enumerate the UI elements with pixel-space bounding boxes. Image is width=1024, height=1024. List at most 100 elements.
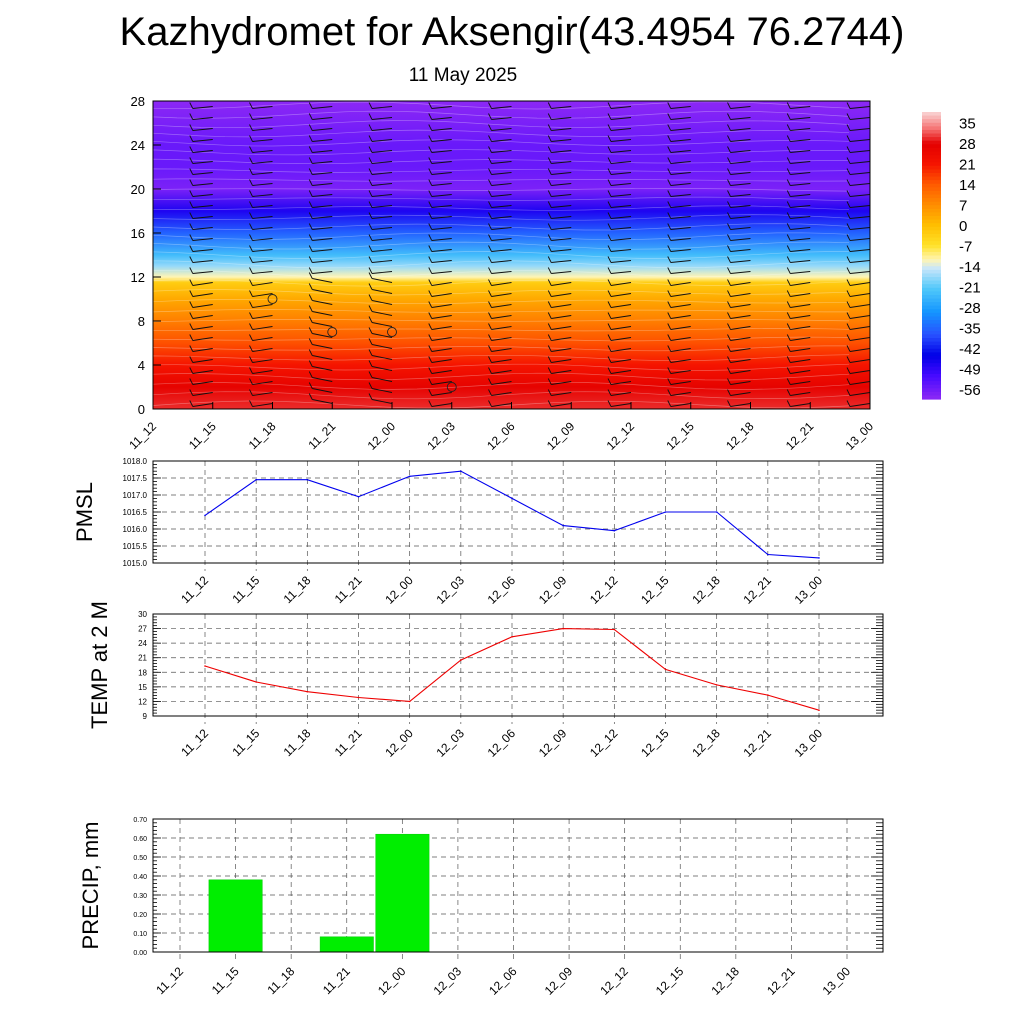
wind-barb-feather [786, 378, 791, 385]
wind-barb [252, 249, 273, 252]
wind-barb [371, 260, 393, 263]
wind-barb [371, 128, 393, 131]
wind-barb [371, 117, 393, 120]
wind-barb [610, 139, 632, 142]
temp-y-axis-title: TEMP at 2 M [87, 601, 112, 729]
colorbar-segment [922, 151, 941, 156]
wind-barb [431, 205, 452, 208]
wind-barb-feather [667, 389, 672, 396]
wind-barb [610, 194, 632, 197]
wind-barb-feather [607, 256, 612, 263]
wind-barb-feather [667, 301, 672, 308]
wind-barb-feather [428, 157, 433, 164]
wind-barb [312, 388, 333, 393]
wind-barb-feather [607, 168, 612, 175]
wind-barb [252, 194, 273, 197]
wind-barb [192, 139, 213, 142]
wind-barb-feather [607, 334, 612, 341]
wind-barb [790, 293, 811, 297]
pmsl-x-tick-label: 11_21 [332, 573, 365, 606]
colorbar-segment [922, 341, 941, 346]
wind-barb-feather [368, 179, 373, 186]
temp-x-tick-label: 11_18 [281, 726, 314, 759]
wind-barb-feather [368, 124, 373, 131]
colorbar-segment [922, 280, 941, 285]
colorbar-label: 7 [959, 197, 967, 214]
pmsl-y-tick-label: 1017.0 [123, 491, 148, 500]
colorbar-segment [922, 172, 941, 178]
wind-barb [670, 315, 691, 319]
wind-barb-feather [368, 294, 373, 301]
wind-barb-feather [727, 190, 731, 197]
colorbar-segment [922, 384, 941, 389]
wind-barb [491, 381, 512, 385]
wind-barb-feather [846, 234, 851, 241]
precip-y-axis-title: PRECIP, mm [78, 822, 103, 950]
wind-barb [551, 359, 572, 363]
wind-barb [849, 106, 870, 109]
contour-line [153, 223, 850, 231]
wind-barb [431, 238, 452, 241]
wind-barb [371, 205, 393, 208]
y-tick-label: 24 [131, 138, 145, 153]
wind-barb-feather [368, 305, 373, 312]
wind-barb [790, 161, 811, 164]
colorbar-segment [922, 194, 941, 199]
wind-barb [670, 117, 691, 120]
wind-barb [790, 282, 811, 286]
colorbar-segment [922, 201, 941, 206]
wind-barb-feather [607, 389, 612, 396]
wind-barb [192, 359, 213, 363]
wind-barb [192, 381, 213, 385]
wind-barb-feather [428, 279, 433, 286]
contour-line [153, 139, 850, 147]
wind-barb-feather [786, 400, 791, 407]
wind-barb [790, 337, 811, 341]
wind-barb-feather [428, 245, 433, 252]
wind-barb [849, 403, 870, 407]
wind-barb-feather [189, 135, 194, 142]
colorbar-segment [922, 363, 941, 368]
wind-barb [610, 205, 632, 208]
wind-barb [790, 348, 811, 352]
wind-barb-feather [846, 279, 851, 286]
temp-data-point [408, 700, 411, 703]
wind-barb-feather [428, 334, 433, 341]
contour-line [153, 129, 850, 138]
wind-barb [192, 172, 213, 175]
wind-barb-feather [667, 356, 672, 363]
wind-barb [491, 117, 512, 120]
contour-line [153, 372, 850, 381]
wind-barb-feather [547, 356, 552, 363]
pmsl-data-point [715, 511, 718, 513]
wind-barb-feather [428, 367, 433, 374]
wind-barb-feather [249, 256, 253, 263]
wind-barb-feather [249, 168, 253, 175]
wind-barb [551, 183, 572, 186]
wind-barb [431, 392, 452, 396]
wind-barb-feather [249, 367, 253, 374]
wind-barb-feather [607, 400, 612, 407]
wind-barb-feather [846, 267, 851, 274]
wind-barb [610, 282, 632, 286]
wind-barb-feather [368, 371, 373, 378]
wind-barb-feather [189, 168, 194, 175]
wind-barb [153, 172, 154, 173]
temperature-cross-section-panel: 0 4 8 12 16 20 24 28 11_12 11_15 11_18 11_21 12_00 12… [126, 94, 876, 453]
wind-barb [312, 278, 333, 283]
wind-barb [252, 183, 273, 186]
wind-barb [312, 161, 333, 164]
contour-line [153, 232, 850, 241]
pmsl-panel: 1015.0 1015.5 1016.0 1016.5 1017.0 1017.5 1018… [72, 457, 884, 607]
wind-barb-feather [249, 179, 253, 186]
wind-barb-feather [846, 168, 851, 175]
wind-barb-feather [428, 290, 433, 297]
wind-barb-feather [727, 290, 731, 297]
wind-barb-feather [308, 256, 313, 263]
wind-barb [431, 117, 452, 120]
wind-barb-feather [786, 168, 791, 175]
wind-barb-feather [428, 113, 433, 120]
wind-barb [431, 326, 452, 330]
contour-line [153, 400, 850, 409]
colorbar-segment [922, 352, 941, 357]
